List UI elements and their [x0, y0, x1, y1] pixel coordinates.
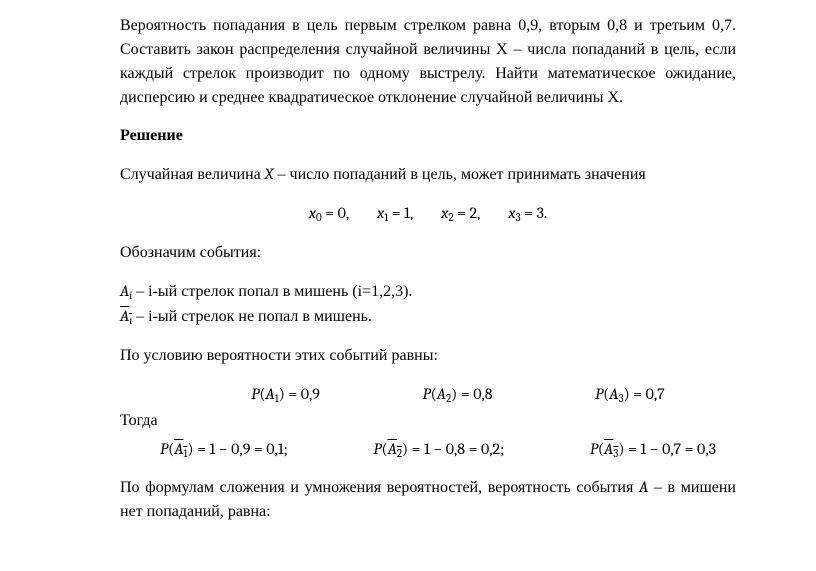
then-label: Тогда [120, 409, 736, 433]
c1: P(A1) = 1 − 0,9 = 0,1; [160, 437, 288, 463]
complement-row: P(A1) = 1 − 0,9 = 0,1; P(A2) = 1 − 0,8 =… [120, 437, 736, 463]
x0: x0 = 0, [309, 201, 349, 227]
c2: P(A2) = 1 − 0,8 = 0,2; [373, 437, 504, 463]
solution-heading: Решение [120, 124, 736, 148]
final-var: A [639, 478, 648, 496]
event-a-text: – i-ый стрелок попал в мишень (i=1,2,3). [132, 283, 412, 300]
event-a-line: Ai – i-ый стрелок попал в мишень (i=1,2,… [120, 279, 736, 305]
event-abar-line: Aı – i-ый стрелок не попал в мишень. [120, 304, 736, 330]
events-heading: Обозначим события: [120, 241, 736, 265]
c3: P(A3) = 1 − 0,7 = 0,3 [590, 437, 716, 463]
rv-var: X [265, 165, 274, 183]
final-prefix: По формулам сложения и умножения вероятн… [120, 479, 639, 496]
prob-row: P(A1) = 0,9 P(A2) = 0,8 P(A3) = 0,7 [120, 382, 736, 408]
final-line: По формулам сложения и умножения вероятн… [120, 475, 736, 524]
rv-line: Случайная величина X – число попаданий в… [120, 162, 736, 187]
rv-prefix: Случайная величина [120, 166, 265, 183]
problem-text: Вероятность попадания в цель первым стре… [120, 14, 736, 110]
event-a-symbol: Ai [120, 282, 132, 300]
pA3: P(A3) = 0,7 [595, 382, 665, 408]
event-abar-symbol: Aı [120, 307, 132, 325]
event-abar-text: – i-ый стрелок не попал в мишень. [132, 308, 372, 325]
pA2: P(A2) = 0,8 [423, 382, 493, 408]
x3: x3 = 3. [508, 201, 547, 227]
conditions-line: По условию вероятности этих событий равн… [120, 344, 736, 368]
x2: x2 = 2, [441, 201, 480, 227]
rv-suffix: – число попаданий в цель, может принимат… [274, 166, 646, 183]
pA1: P(A1) = 0,9 [251, 382, 320, 408]
x-values-row: x0 = 0, x1 = 1, x2 = 2, x3 = 3. [120, 201, 736, 227]
x1: x1 = 1, [377, 201, 413, 227]
